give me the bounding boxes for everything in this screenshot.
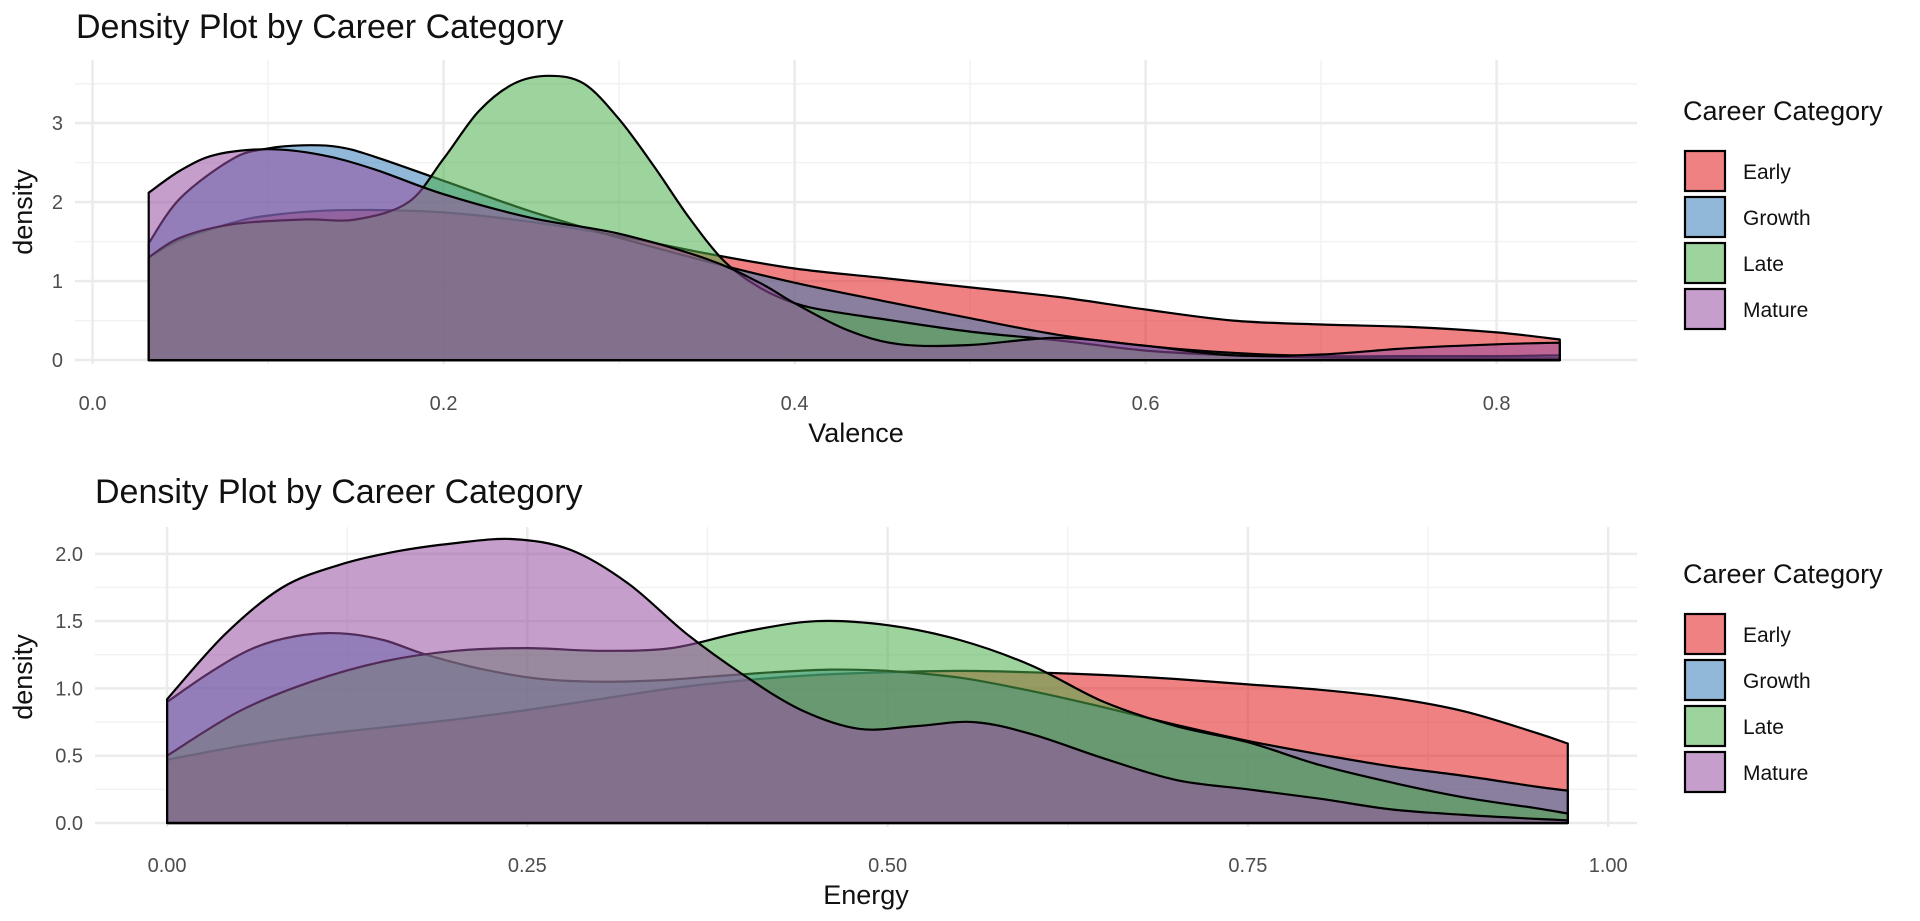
- legend-key-late: [1683, 241, 1727, 285]
- x-tick-label: 0.75: [1228, 855, 1267, 877]
- legend: Career Category Early Growth Late Mature: [1683, 96, 1883, 331]
- y-tick-label: 2.0: [55, 544, 83, 566]
- legend-title: Career Category: [1683, 96, 1883, 126]
- x-tick-label: 0.4: [781, 393, 809, 415]
- legend-label-growth: Growth: [1743, 207, 1811, 230]
- y-tick-label: 0.5: [55, 746, 83, 768]
- legend-key-early: [1683, 149, 1727, 193]
- legend-key-growth: [1683, 195, 1727, 239]
- y-axis-title: density: [8, 634, 38, 720]
- legend-label-growth: Growth: [1743, 670, 1811, 693]
- legend: Career Category Early Growth Late Mature: [1683, 559, 1883, 794]
- legend-key-early: [1683, 612, 1727, 656]
- valence-density-panel: Density Plot by Career Category 0.0 0.2 0.4…: [8, 8, 1883, 448]
- legend-key-mature: [1683, 287, 1727, 331]
- legend-label-early: Early: [1743, 161, 1791, 184]
- energy-density-panel: Density Plot by Career Category 0.00 0.25 0…: [8, 473, 1883, 910]
- x-tick-label: 0.2: [430, 393, 458, 415]
- legend-label-late: Late: [1743, 253, 1784, 276]
- legend-title: Career Category: [1683, 559, 1883, 589]
- y-tick-label: 1: [52, 271, 63, 293]
- y-tick-label: 1.5: [55, 611, 83, 633]
- legend-label-mature: Mature: [1743, 299, 1808, 322]
- y-tick-label: 0.0: [55, 813, 83, 835]
- legend-key-mature: [1683, 750, 1727, 794]
- x-axis-title: Valence: [808, 418, 904, 448]
- chart-title: Density Plot by Career Category: [95, 473, 583, 511]
- y-tick-label: 1.0: [55, 678, 83, 700]
- x-tick-label: 0.00: [148, 855, 187, 877]
- y-tick-label: 3: [52, 113, 63, 135]
- legend-key-late: [1683, 704, 1727, 748]
- x-tick-label: 0.0: [79, 393, 107, 415]
- x-tick-label: 0.25: [508, 855, 547, 877]
- density-area-mature: [147, 148, 1561, 362]
- x-tick-label: 0.50: [868, 855, 907, 877]
- legend-label-late: Late: [1743, 716, 1784, 739]
- x-axis-title: Energy: [823, 880, 909, 910]
- x-tick-label: 0.8: [1483, 393, 1511, 415]
- density-area-mature: [166, 537, 1569, 825]
- x-tick-label: 1.00: [1589, 855, 1628, 877]
- legend-label-mature: Mature: [1743, 762, 1808, 785]
- legend-key-growth: [1683, 658, 1727, 702]
- y-tick-label: 0: [52, 350, 63, 372]
- chart-title: Density Plot by Career Category: [76, 8, 564, 46]
- legend-label-early: Early: [1743, 624, 1791, 647]
- y-tick-label: 2: [52, 192, 63, 214]
- y-axis-title: density: [8, 169, 38, 255]
- x-tick-label: 0.6: [1132, 393, 1160, 415]
